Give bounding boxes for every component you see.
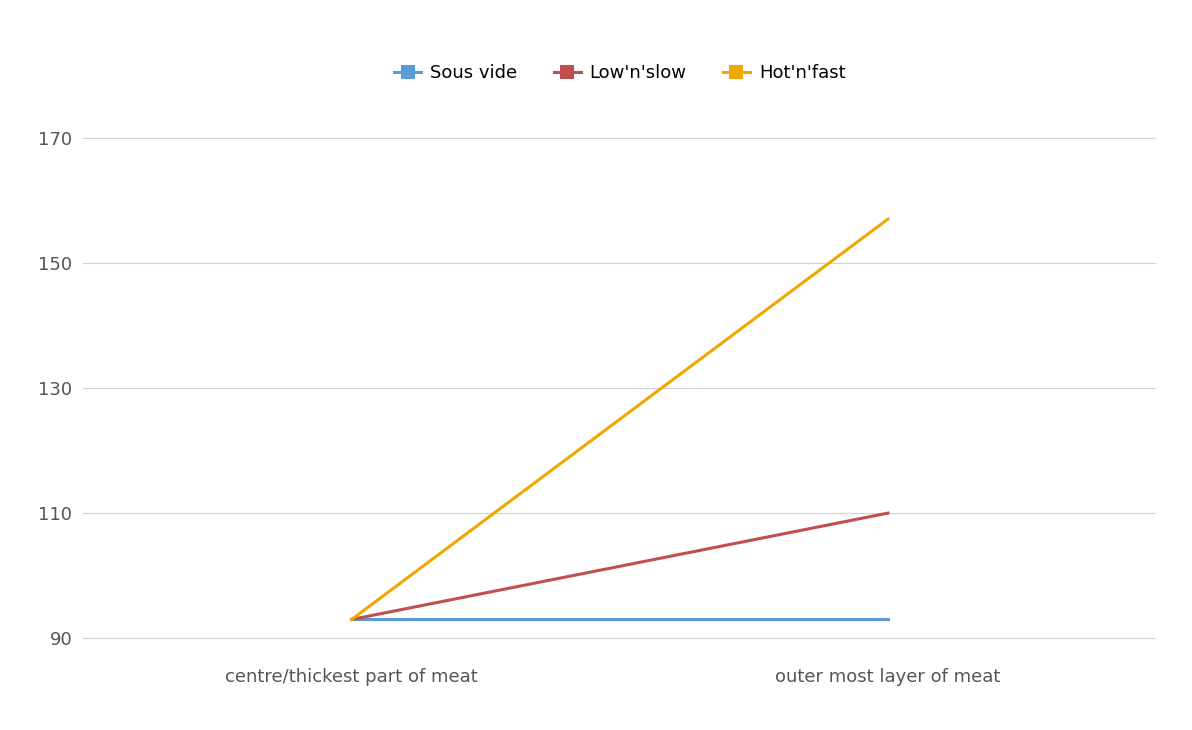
Legend: Sous vide, Low'n'slow, Hot'n'fast: Sous vide, Low'n'slow, Hot'n'fast: [387, 57, 852, 89]
